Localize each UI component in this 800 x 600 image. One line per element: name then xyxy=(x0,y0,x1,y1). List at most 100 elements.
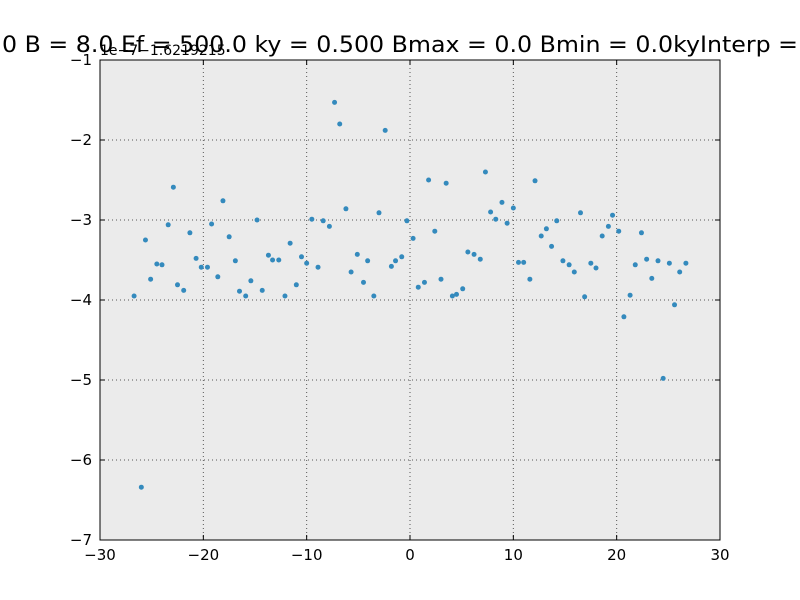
point xyxy=(159,262,165,268)
point xyxy=(421,279,427,285)
point xyxy=(510,205,516,211)
y-tick-label: −1 xyxy=(70,51,92,69)
y-tick-label: −6 xyxy=(70,451,92,469)
point xyxy=(560,258,566,264)
point xyxy=(571,269,577,275)
point xyxy=(638,230,644,236)
point xyxy=(438,276,444,282)
point xyxy=(226,234,232,240)
point xyxy=(493,216,499,222)
point xyxy=(415,284,421,290)
point xyxy=(599,233,605,239)
point xyxy=(649,275,655,281)
point xyxy=(504,220,510,226)
point xyxy=(538,233,544,239)
y-tick-label: −2 xyxy=(70,131,92,149)
point xyxy=(655,258,661,264)
point xyxy=(677,269,683,275)
chart-title: 0 B = 8.0 Ef = 500.0 ky = 0.500 Bmax = 0… xyxy=(2,33,798,58)
point xyxy=(672,302,678,308)
point xyxy=(254,217,260,223)
point xyxy=(410,235,416,241)
point xyxy=(683,260,689,266)
point xyxy=(131,293,137,299)
point xyxy=(660,375,666,381)
x-tick-label: 10 xyxy=(504,546,523,564)
point xyxy=(465,249,471,255)
point xyxy=(532,178,538,184)
point xyxy=(399,254,405,260)
y-tick-label: −5 xyxy=(70,371,92,389)
x-tick-label: −30 xyxy=(84,546,116,564)
y-tick-label: −3 xyxy=(70,211,92,229)
point xyxy=(142,237,148,243)
y-tick-label: −4 xyxy=(70,291,92,309)
point xyxy=(175,282,180,288)
point xyxy=(566,262,572,268)
point xyxy=(320,218,326,224)
point xyxy=(388,263,394,269)
point xyxy=(593,265,599,271)
point xyxy=(348,269,354,275)
point xyxy=(578,210,583,216)
point xyxy=(154,261,160,267)
point xyxy=(527,276,533,282)
point xyxy=(309,216,315,222)
point xyxy=(432,228,438,234)
point xyxy=(204,264,210,270)
point xyxy=(138,484,144,490)
x-tick-label: 20 xyxy=(607,546,626,564)
point xyxy=(282,293,288,299)
point xyxy=(554,218,560,224)
point xyxy=(181,287,187,293)
point xyxy=(477,256,483,262)
point xyxy=(588,260,594,266)
point xyxy=(471,251,477,257)
point xyxy=(644,256,650,262)
point xyxy=(343,206,349,212)
point xyxy=(276,257,282,263)
point xyxy=(326,223,332,229)
point xyxy=(243,293,249,299)
point xyxy=(443,180,449,186)
point xyxy=(382,127,388,133)
point xyxy=(165,222,171,228)
point xyxy=(605,223,611,229)
point xyxy=(237,288,242,294)
point xyxy=(482,169,488,175)
point xyxy=(549,243,555,249)
point xyxy=(259,287,265,293)
point xyxy=(198,264,204,270)
point xyxy=(304,260,310,266)
point xyxy=(543,226,549,232)
plot-frame xyxy=(99,59,721,541)
point xyxy=(354,251,360,257)
point xyxy=(621,314,627,320)
point xyxy=(270,257,276,263)
point xyxy=(220,198,226,204)
point xyxy=(610,212,616,218)
point xyxy=(187,230,193,236)
x-tick-label: 0 xyxy=(405,546,415,564)
x-tick-label: 30 xyxy=(710,546,729,564)
point xyxy=(265,252,271,258)
point xyxy=(404,218,410,224)
point xyxy=(616,228,622,234)
point xyxy=(148,276,154,282)
point xyxy=(666,260,672,266)
point xyxy=(293,282,299,288)
point xyxy=(460,286,466,292)
y-tick-label: −7 xyxy=(70,531,92,549)
point xyxy=(454,291,459,297)
point xyxy=(371,293,377,299)
point xyxy=(632,262,638,268)
point xyxy=(426,177,432,183)
point xyxy=(287,240,293,246)
x-tick-label: −20 xyxy=(188,546,220,564)
point xyxy=(376,210,382,216)
point xyxy=(337,121,343,127)
point xyxy=(232,258,238,264)
point xyxy=(393,258,399,264)
point xyxy=(627,292,633,298)
